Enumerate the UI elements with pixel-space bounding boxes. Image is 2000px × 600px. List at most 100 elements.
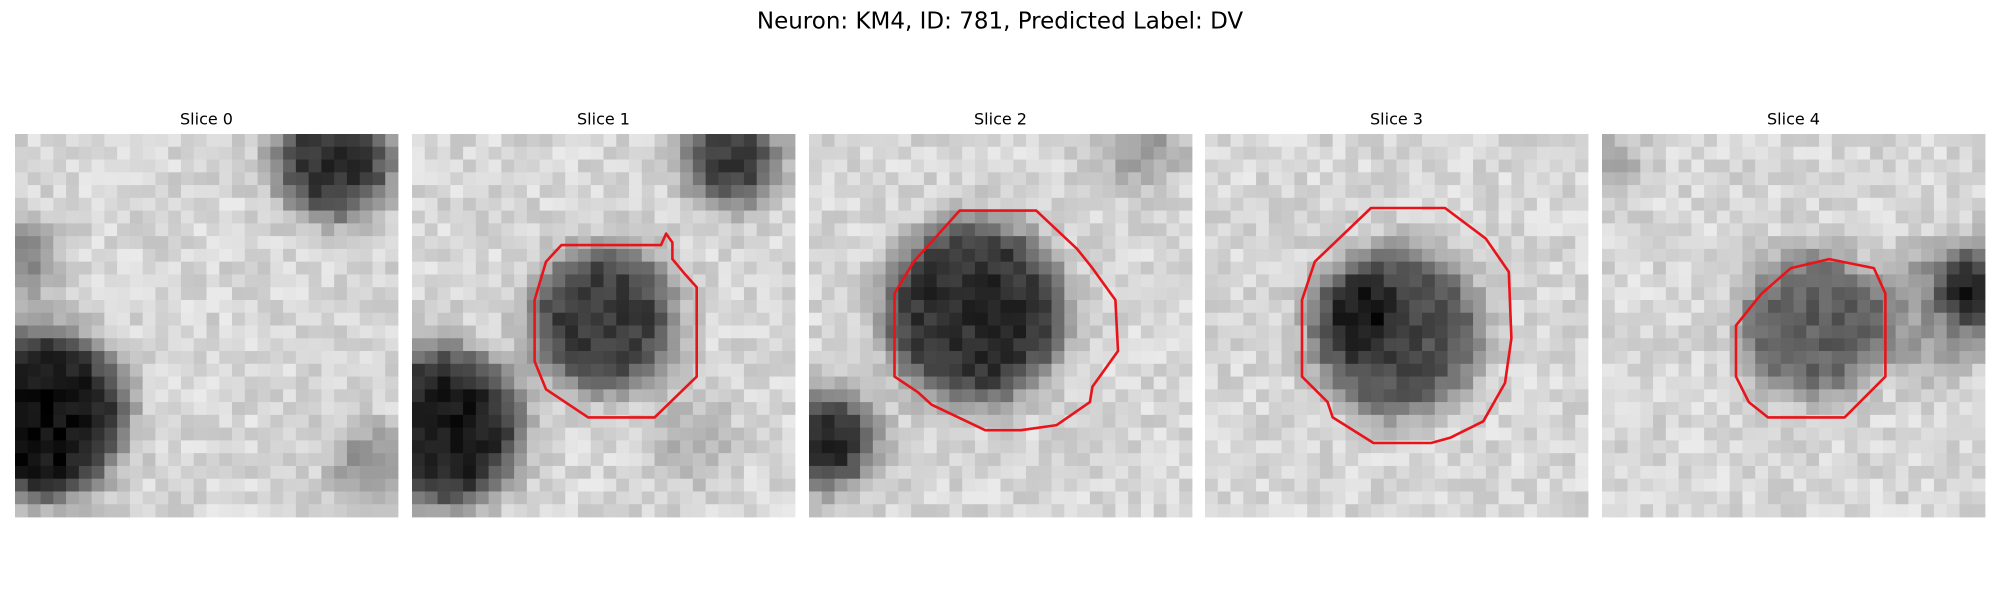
pixel — [1153, 299, 1167, 314]
pixel — [705, 465, 719, 480]
pixel — [1704, 351, 1718, 365]
pixel — [962, 465, 976, 480]
pixel — [872, 351, 886, 365]
pixel — [91, 491, 105, 505]
pixel — [641, 427, 655, 441]
pixel — [962, 146, 976, 160]
pixel — [1678, 210, 1692, 224]
pixel — [1882, 134, 1897, 148]
pixel — [1716, 376, 1731, 390]
pixel — [372, 287, 386, 301]
pixel — [372, 223, 386, 237]
pixel — [1013, 389, 1027, 403]
pixel — [1396, 491, 1410, 505]
pixel — [1511, 465, 1525, 480]
pixel — [66, 261, 80, 275]
pixel — [898, 440, 912, 454]
pixel — [283, 210, 297, 224]
pixel — [346, 210, 361, 224]
pixel — [680, 491, 694, 505]
pixel — [321, 261, 335, 275]
pixel — [1536, 504, 1551, 518]
pixel — [1153, 402, 1167, 416]
pixel — [731, 478, 745, 492]
pixel — [1332, 427, 1346, 441]
pixel — [1000, 223, 1014, 237]
pixel — [860, 351, 874, 365]
pixel — [1319, 427, 1334, 441]
pixel — [1511, 134, 1525, 148]
pixel — [1972, 299, 1986, 314]
pixel — [1819, 299, 1833, 314]
pixel — [1128, 223, 1142, 237]
pixel — [1434, 325, 1448, 339]
pixel — [629, 453, 643, 467]
pixel — [1793, 389, 1807, 403]
pixel — [1895, 261, 1909, 275]
pixel — [680, 172, 694, 186]
pixel — [782, 223, 796, 237]
pixel — [295, 491, 310, 505]
pixel — [334, 325, 348, 339]
pixel — [1691, 414, 1705, 429]
pixel — [731, 210, 745, 224]
pixel — [1396, 274, 1410, 288]
pixel — [129, 248, 144, 263]
pixel — [1678, 223, 1692, 237]
pixel — [475, 134, 489, 148]
pixel — [1013, 312, 1027, 326]
pixel — [1908, 363, 1922, 377]
pixel — [718, 478, 732, 492]
pixel — [463, 223, 477, 237]
pixel — [15, 376, 29, 390]
pixel — [974, 440, 989, 454]
pixel — [437, 504, 451, 518]
pixel — [1831, 159, 1845, 173]
pixel — [117, 146, 131, 160]
pixel — [756, 248, 770, 263]
pixel — [1691, 261, 1705, 275]
pixel — [1742, 159, 1756, 173]
pixel — [1562, 236, 1576, 250]
pixel — [1370, 478, 1385, 492]
pixel — [1806, 427, 1820, 441]
pixel — [1933, 465, 1948, 480]
pixel — [104, 287, 118, 301]
pixel — [1051, 312, 1065, 326]
pixel — [1602, 478, 1616, 492]
pixel — [424, 312, 438, 326]
pixel — [1921, 478, 1935, 492]
pixel — [782, 159, 796, 173]
pixel — [450, 453, 464, 467]
pixel — [821, 389, 835, 403]
pixel — [1614, 440, 1628, 454]
pixel — [705, 338, 719, 352]
pixel — [40, 248, 54, 263]
pixel — [463, 465, 477, 480]
pixel — [1678, 261, 1692, 275]
pixel — [1704, 363, 1718, 377]
pixel — [565, 159, 579, 173]
pixel — [923, 287, 938, 301]
pixel — [743, 440, 758, 454]
pixel — [27, 197, 41, 211]
pixel — [117, 248, 131, 263]
pixel — [936, 465, 950, 480]
pixel — [321, 363, 335, 377]
pixel — [78, 261, 92, 275]
pixel — [526, 414, 541, 429]
pixel — [1345, 172, 1359, 186]
pixel — [1166, 325, 1180, 339]
pixel — [193, 261, 207, 275]
pixel — [1485, 210, 1500, 224]
pixel — [1653, 236, 1667, 250]
pixel — [705, 351, 719, 365]
pixel — [1678, 351, 1692, 365]
pixel — [705, 491, 719, 505]
pixel — [1716, 351, 1731, 365]
pixel — [1370, 146, 1385, 160]
pixel — [155, 453, 169, 467]
pixel — [1819, 363, 1833, 377]
pixel — [1243, 197, 1257, 211]
pixel — [1704, 478, 1718, 492]
